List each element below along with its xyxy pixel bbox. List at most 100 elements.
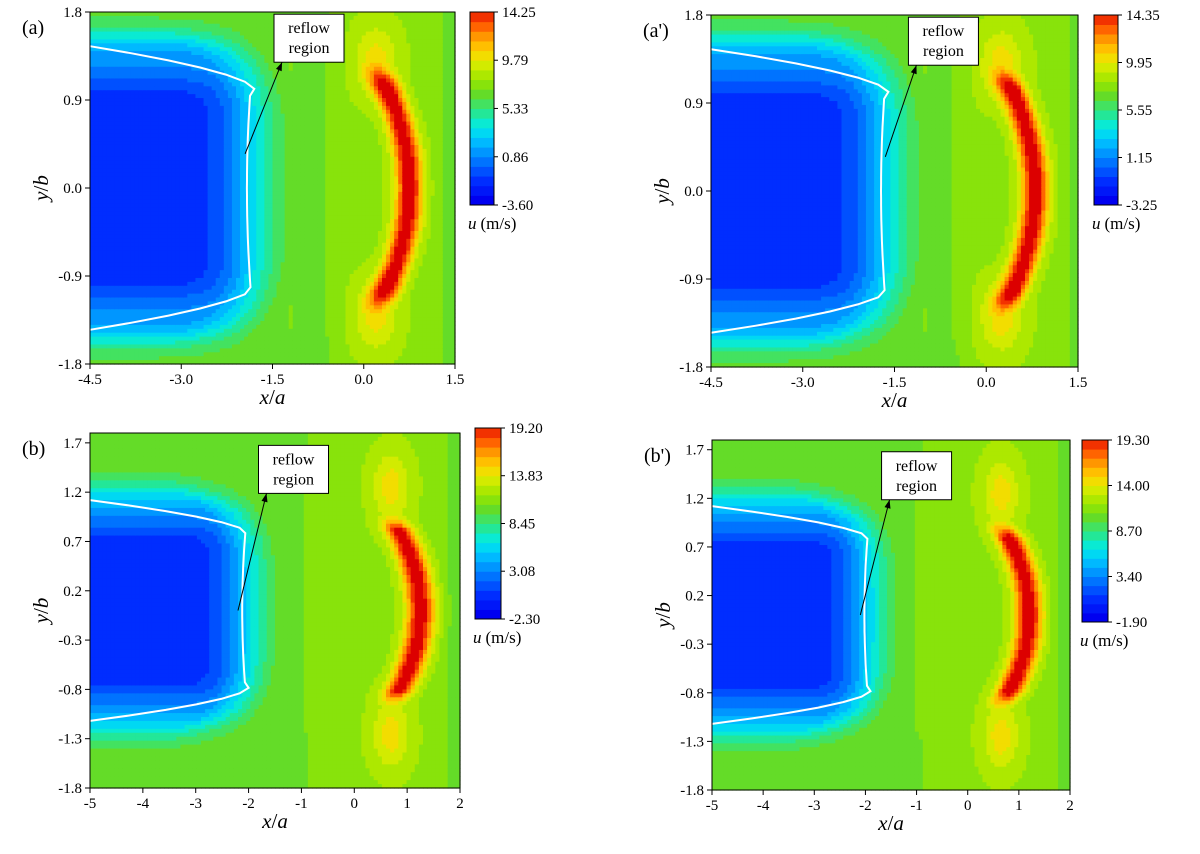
colorbar-label-unit: (m/s) xyxy=(1105,214,1141,233)
y-axis-label: y/b xyxy=(650,178,674,206)
colorbar-swatch xyxy=(1082,449,1108,459)
colorbar-swatch xyxy=(1082,604,1108,614)
y-tick-label: 1.7 xyxy=(685,443,704,459)
x-tick-label: 0 xyxy=(964,798,972,814)
colorbar-swatch xyxy=(1082,440,1108,450)
x-tick-label: -2 xyxy=(242,796,255,812)
y-tick-label: 0.7 xyxy=(685,540,704,556)
colorbar-tick-label: 3.08 xyxy=(509,564,535,580)
colorbar-swatch xyxy=(1082,595,1108,605)
x-tick-label: -2 xyxy=(859,798,872,814)
y-tick-label: -0.9 xyxy=(679,272,703,288)
x-axis-label: x/a xyxy=(261,809,288,833)
y-axis-label-part: y xyxy=(651,618,675,630)
colorbar-tick-label: 14.00 xyxy=(1116,479,1150,495)
y-axis-label-part: b xyxy=(29,598,53,609)
colorbar-swatch xyxy=(1082,522,1108,532)
colorbar-swatch xyxy=(470,109,494,119)
y-tick-label: 1.2 xyxy=(685,491,704,507)
colorbar-swatch xyxy=(475,552,501,562)
colorbar-swatch xyxy=(475,504,501,514)
annotation-text: region xyxy=(896,478,937,495)
colorbar-swatch xyxy=(470,166,494,176)
colorbar-swatch xyxy=(1082,613,1108,623)
x-tick-label: -4 xyxy=(757,798,770,814)
colorbar-swatch xyxy=(470,51,494,61)
y-axis-label-part: y xyxy=(29,613,53,625)
colorbar-swatch xyxy=(1094,177,1118,187)
colorbar-swatch xyxy=(470,41,494,51)
y-axis-label: y/b xyxy=(651,602,675,630)
colorbar-swatch xyxy=(470,137,494,147)
x-tick-label: -5 xyxy=(706,798,719,814)
colorbar-swatch xyxy=(1082,467,1108,477)
colorbar-label: u (m/s) xyxy=(473,628,521,647)
colorbar-swatch xyxy=(470,157,494,167)
colorbar-swatch xyxy=(475,543,501,553)
colorbar-swatch xyxy=(1094,186,1118,196)
y-tick-label: -1.3 xyxy=(680,734,704,750)
y-tick-label: -0.8 xyxy=(680,686,704,702)
colorbar-swatch xyxy=(475,457,501,467)
x-axis-label-part: a xyxy=(275,385,286,409)
colorbar-swatch xyxy=(475,524,501,534)
y-tick-label: 1.7 xyxy=(63,436,82,452)
colorbar-label-var: u xyxy=(473,628,482,647)
colorbar-swatch xyxy=(475,447,501,457)
colorbar-swatch xyxy=(475,590,501,600)
y-axis-label-part: b xyxy=(29,175,53,186)
colorbar-swatch xyxy=(1082,531,1108,541)
colorbar-swatch xyxy=(1094,44,1118,54)
colorbar-tick-label: 9.95 xyxy=(1126,56,1152,72)
colorbar-tick-label: -3.25 xyxy=(1126,198,1157,214)
colorbar-label-var: u xyxy=(1080,631,1089,650)
colorbar-swatch xyxy=(475,438,501,448)
colorbar-label-unit: (m/s) xyxy=(481,214,517,233)
colorbar-swatch xyxy=(1082,495,1108,505)
colorbar-tick-label: -2.30 xyxy=(509,612,540,628)
x-tick-label: 0.0 xyxy=(977,375,996,391)
colorbar-tick-label: 19.20 xyxy=(509,421,543,437)
x-axis-label-part: a xyxy=(897,388,908,412)
y-tick-label: 0.2 xyxy=(685,589,704,605)
colorbar-swatch xyxy=(470,70,494,80)
panel-label: (a') xyxy=(643,20,669,42)
y-tick-label: 0.7 xyxy=(63,534,82,550)
colorbar-swatch xyxy=(1094,101,1118,111)
colorbar-swatch xyxy=(475,485,501,495)
x-tick-label: -3.0 xyxy=(791,375,815,391)
colorbar-swatch xyxy=(1094,53,1118,63)
colorbar-tick-label: -3.60 xyxy=(502,198,533,214)
y-axis-label: y/b xyxy=(29,598,53,626)
colorbar-label-var: u xyxy=(1092,214,1101,233)
annotation-text: region xyxy=(273,471,314,488)
colorbar-swatch xyxy=(1094,167,1118,177)
y-tick-label: 0.9 xyxy=(63,93,82,109)
panel-label: (a) xyxy=(22,17,44,39)
colorbar-label-unit: (m/s) xyxy=(1093,631,1129,650)
colorbar-swatch xyxy=(1094,72,1118,82)
annotation-text: region xyxy=(289,40,330,57)
colorbar-swatch xyxy=(475,428,501,438)
colorbar-swatch xyxy=(470,99,494,109)
colorbar-swatch xyxy=(470,31,494,41)
colorbar-swatch xyxy=(470,186,494,196)
x-tick-label: -4 xyxy=(137,796,150,812)
x-tick-label: 2 xyxy=(1066,798,1074,814)
x-axis-label: x/a xyxy=(881,388,908,412)
annotation-text: reflow xyxy=(288,20,330,37)
y-tick-label: -0.9 xyxy=(58,269,82,285)
colorbar-swatch xyxy=(1082,549,1108,559)
chart-panel: -4.5 -3.0 -1.5 0.0 1.5-1.8-0.90.00.91.8x/ay/… xyxy=(643,8,1160,412)
colorbar-swatch xyxy=(1094,63,1118,73)
colorbar-swatch xyxy=(1094,34,1118,44)
x-tick-label: -5 xyxy=(84,796,97,812)
x-tick-label: -4.5 xyxy=(78,372,102,388)
y-tick-label: -1.8 xyxy=(58,781,82,797)
colorbar-swatch xyxy=(475,609,501,619)
colorbar-swatch xyxy=(1082,504,1108,514)
